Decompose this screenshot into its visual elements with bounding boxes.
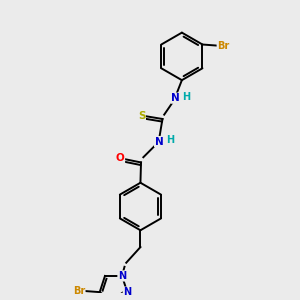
Text: N: N	[118, 271, 126, 281]
Text: Br: Br	[217, 41, 230, 51]
Text: H: H	[182, 92, 190, 102]
Text: Br: Br	[73, 286, 85, 296]
Text: S: S	[138, 110, 145, 121]
Text: N: N	[123, 287, 131, 297]
Text: N: N	[171, 93, 180, 103]
Text: O: O	[116, 153, 124, 164]
Text: N: N	[154, 136, 164, 147]
Text: H: H	[166, 135, 174, 146]
